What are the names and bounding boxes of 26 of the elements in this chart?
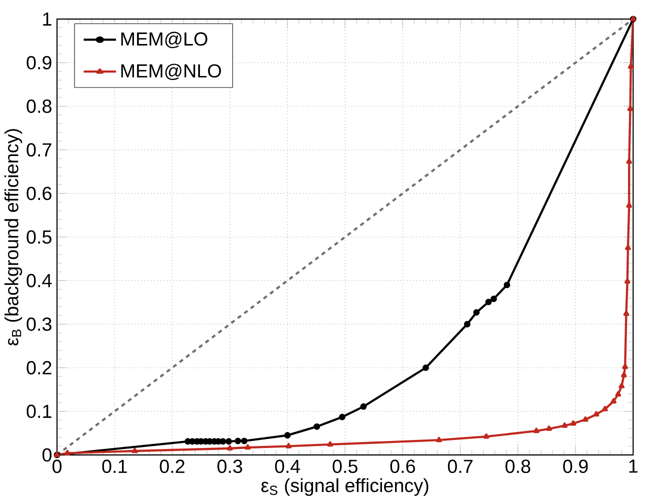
x-tick-label: 0.2 bbox=[160, 459, 184, 473]
y-tick-label: 0.1 bbox=[26, 404, 52, 418]
x-tick-label: 0.4 bbox=[275, 459, 300, 473]
y-tick-label: 0.8 bbox=[26, 99, 52, 113]
x-axis-title: ε$_{S}$ (signal efficiency) bbox=[261, 478, 428, 496]
y-tick-label: 0.5 bbox=[26, 230, 52, 244]
x-tick-label: 0.3 bbox=[217, 459, 242, 473]
y-tick-label: 0 bbox=[42, 448, 52, 462]
x-tick-label: 0.6 bbox=[390, 459, 415, 473]
x-tick-label: 0 bbox=[52, 459, 62, 473]
y-tick-label: 1 bbox=[43, 12, 52, 26]
legend-label: MEM@LO bbox=[121, 32, 208, 48]
y-axis-title: ε$_{B}$ (background efficiency) bbox=[4, 128, 22, 346]
y-tick-label: 0.6 bbox=[26, 186, 52, 200]
y-tick-label: 0.9 bbox=[26, 56, 52, 70]
x-tick-label: 0.7 bbox=[448, 459, 472, 473]
x-tick-label: 0.5 bbox=[332, 459, 358, 473]
y-tick-label: 0.4 bbox=[26, 274, 52, 288]
y-tick-label: 0.7 bbox=[26, 142, 52, 156]
x-tick-label: 1 bbox=[629, 459, 638, 472]
legend-label: MEM@NLO bbox=[121, 64, 221, 80]
x-tick-label: 0.9 bbox=[563, 459, 588, 473]
x-tick-label: 0.1 bbox=[102, 459, 127, 473]
y-tick-label: 0.3 bbox=[26, 317, 52, 331]
x-tick-label: 0.8 bbox=[506, 459, 530, 473]
y-tick-label: 0.2 bbox=[26, 360, 52, 374]
